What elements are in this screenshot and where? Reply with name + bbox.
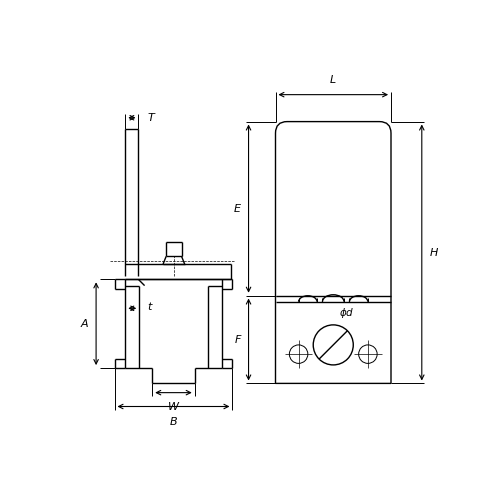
Text: $\phi$d: $\phi$d [340,306,354,320]
Text: L: L [330,76,336,86]
Text: t: t [147,302,152,312]
Text: F: F [234,334,241,344]
Text: W: W [168,402,179,412]
Text: H: H [430,248,438,258]
Text: E: E [234,204,241,214]
Text: B: B [170,418,177,428]
Text: A: A [81,318,88,328]
Text: T: T [148,113,154,122]
